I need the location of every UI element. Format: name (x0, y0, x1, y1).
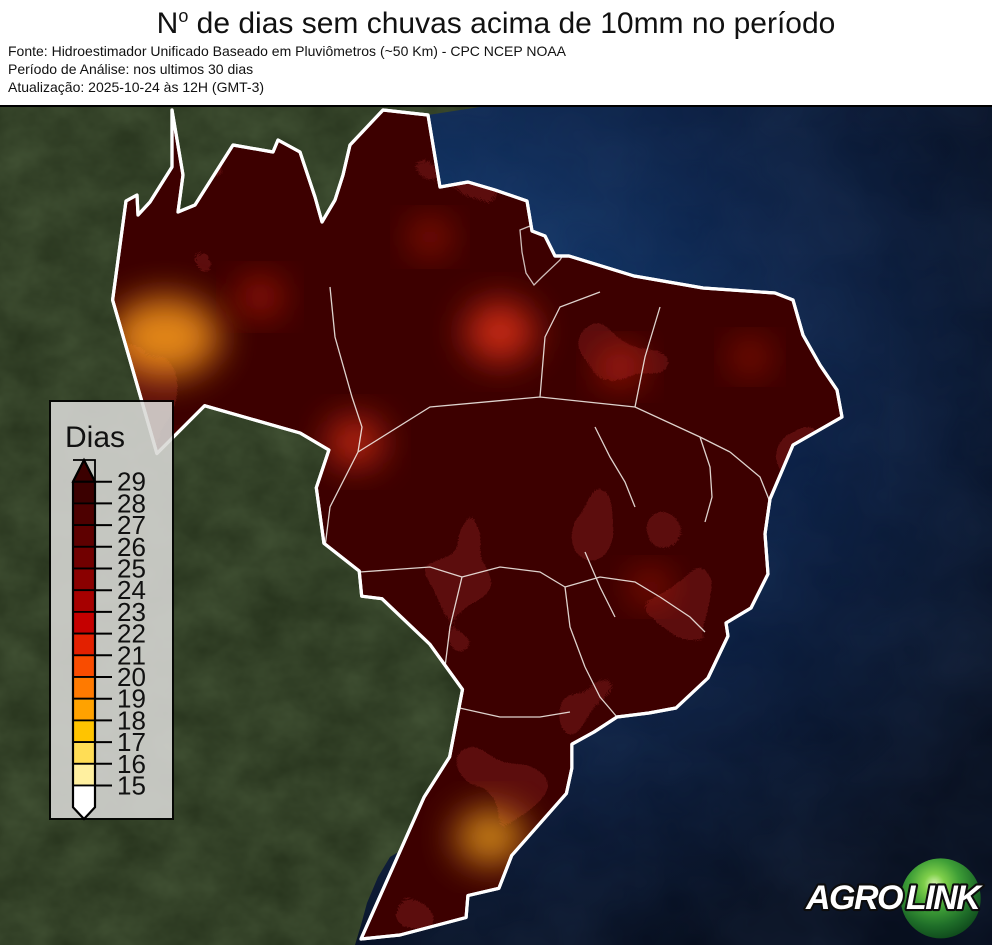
svg-text:Dias: Dias (65, 421, 125, 454)
svg-text:15: 15 (117, 771, 146, 801)
svg-text:LINK: LINK (906, 879, 983, 917)
svg-text:AGRO: AGRO (805, 879, 903, 917)
